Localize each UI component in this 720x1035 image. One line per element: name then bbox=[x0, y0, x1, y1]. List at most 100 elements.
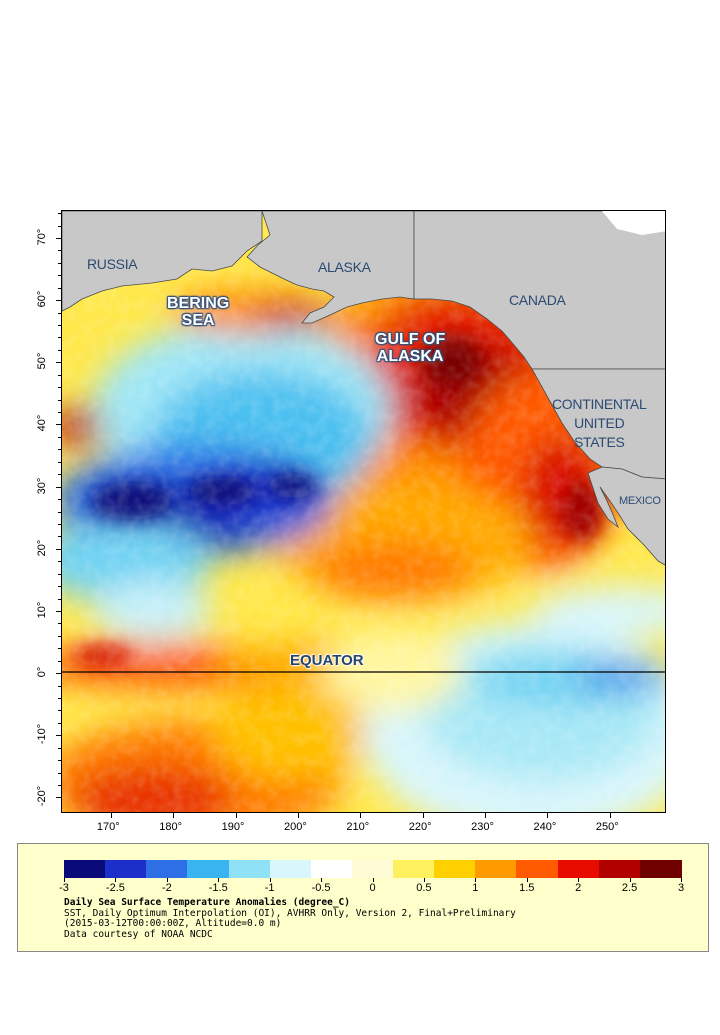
legend-date-line: (2015-03-12T00:00:00Z, Altitude=0.0 m) bbox=[64, 918, 282, 929]
x-axis-tick-label: 230° bbox=[471, 821, 494, 833]
colorbar-tick-label: 1.5 bbox=[519, 882, 535, 894]
colorbar-tick-label: 3 bbox=[677, 882, 685, 894]
y-axis-minor-tick bbox=[58, 250, 61, 252]
label-mexico: MEXICO bbox=[619, 495, 661, 507]
label-continental-us: CONTINENTAL UNITED STATES bbox=[552, 395, 647, 452]
y-axis-minor-tick bbox=[58, 635, 61, 637]
y-axis-minor-tick bbox=[58, 424, 61, 426]
y-axis-tick-label: 30° bbox=[36, 477, 48, 494]
y-axis-minor-tick bbox=[58, 610, 61, 612]
colorbar-tick bbox=[475, 878, 477, 882]
colorbar-cell bbox=[64, 860, 106, 878]
colorbar-cell bbox=[598, 860, 641, 878]
y-axis-minor-tick bbox=[58, 697, 61, 699]
y-axis-minor-tick bbox=[58, 474, 61, 476]
y-axis-minor-tick bbox=[58, 710, 61, 712]
y-axis-tick-label: 20° bbox=[36, 539, 48, 557]
colorbar-tick-label: -3 bbox=[59, 882, 69, 894]
y-axis-minor-tick bbox=[58, 399, 61, 401]
label-continental-line2: UNITED bbox=[574, 415, 625, 431]
y-axis-minor-tick bbox=[58, 772, 61, 774]
y-axis-tick-label: 60° bbox=[36, 290, 48, 308]
y-axis-tick-label: 0° bbox=[36, 666, 48, 678]
x-axis-tick-label: 190° bbox=[221, 821, 245, 833]
colorbar-tick bbox=[269, 878, 271, 882]
y-axis-minor-tick bbox=[58, 449, 61, 451]
y-axis-minor-tick bbox=[58, 648, 61, 650]
legend-title: Daily Sea Surface Temperature Anomalies … bbox=[64, 897, 350, 908]
x-axis-tick-label: 210° bbox=[346, 821, 370, 833]
y-axis-minor-tick bbox=[58, 598, 61, 600]
colorbar-tick-label: 2 bbox=[575, 882, 582, 894]
y-axis-minor-tick bbox=[58, 486, 61, 488]
sst-anomaly-field bbox=[62, 211, 665, 812]
label-continental-line3: STATES bbox=[573, 434, 625, 450]
label-equator: EQUATOR bbox=[290, 652, 364, 669]
colorbar bbox=[64, 860, 682, 878]
y-axis-minor-tick bbox=[58, 722, 61, 724]
x-axis-tick bbox=[485, 813, 487, 818]
y-axis-tick-label: -10° bbox=[36, 724, 48, 745]
colorbar-tick bbox=[629, 878, 631, 882]
x-axis-tick bbox=[547, 813, 549, 818]
legend-source-line: SST, Daily Optimum Interpolation (OI), A… bbox=[64, 907, 516, 919]
y-axis-minor-tick bbox=[58, 785, 61, 787]
y-axis-minor-tick bbox=[58, 536, 61, 538]
y-axis-tick-label: 70° bbox=[36, 228, 48, 246]
y-axis-minor-tick bbox=[58, 436, 61, 438]
x-axis-tick bbox=[235, 813, 237, 818]
colorbar-tick bbox=[321, 878, 323, 882]
colorbar-cell bbox=[351, 860, 394, 878]
colorbar-tick bbox=[115, 878, 117, 882]
label-gulf-of-alaska: GULF OF ALASKA bbox=[375, 331, 445, 366]
y-axis-minor-tick bbox=[58, 374, 61, 376]
colorbar-tick-label: 0.5 bbox=[416, 882, 432, 894]
x-axis-tick-label: 220° bbox=[408, 821, 432, 833]
x-axis-tick bbox=[298, 813, 299, 818]
y-axis-minor-tick bbox=[58, 275, 61, 277]
x-axis-tick bbox=[609, 813, 611, 818]
colorbar-tick-label: -0.5 bbox=[311, 882, 331, 894]
y-axis-minor-tick bbox=[58, 523, 61, 525]
label-russia: RUSSIA bbox=[87, 256, 138, 272]
label-bering-sea: BERING SEA bbox=[167, 295, 229, 330]
colorbar-tick bbox=[218, 878, 220, 882]
x-axis-tick bbox=[110, 813, 112, 818]
x-axis-tick-label: 180° bbox=[159, 821, 183, 833]
y-axis-minor-tick bbox=[58, 573, 61, 575]
colorbar-cell bbox=[228, 860, 271, 878]
y-axis-minor-tick bbox=[58, 300, 61, 302]
y-axis-minor-tick bbox=[58, 747, 61, 749]
label-alaska: ALASKA bbox=[318, 259, 371, 275]
label-bering-line2: SEA bbox=[181, 311, 215, 329]
y-axis-minor-tick bbox=[58, 213, 61, 215]
label-canada: CANADA bbox=[509, 292, 566, 308]
land-continental-us bbox=[531, 368, 665, 480]
x-axis-tick-label: 250° bbox=[595, 821, 619, 833]
colorbar-cell bbox=[516, 860, 559, 878]
y-axis-minor-tick bbox=[58, 337, 61, 339]
land-alaska bbox=[246, 211, 415, 324]
land-russia bbox=[62, 211, 263, 312]
colorbar-tick bbox=[681, 878, 682, 882]
y-axis-minor-tick bbox=[58, 412, 61, 414]
y-axis-minor-tick bbox=[58, 287, 61, 289]
y-axis-minor-tick bbox=[58, 349, 61, 351]
label-gulf-line2: ALASKA bbox=[376, 347, 444, 365]
colorbar-tick bbox=[372, 878, 374, 882]
x-axis-tick bbox=[173, 813, 175, 818]
colorbar-tick bbox=[423, 878, 425, 882]
y-axis-minor-tick bbox=[58, 362, 61, 364]
y-axis-tick-label: 40° bbox=[36, 415, 48, 432]
y-axis-minor-tick bbox=[58, 735, 61, 737]
x-axis-tick-label: 200° bbox=[284, 821, 307, 833]
colorbar-cell bbox=[146, 860, 188, 878]
y-axis-minor-tick bbox=[58, 623, 61, 625]
colorbar-tick-label: -2 bbox=[161, 882, 172, 894]
colorbar-tick bbox=[166, 878, 168, 882]
y-axis-tick-label: 50° bbox=[36, 352, 48, 370]
y-axis-minor-tick bbox=[58, 685, 61, 687]
colorbar-cell bbox=[269, 860, 312, 878]
colorbar-cell bbox=[393, 860, 435, 878]
y-axis-minor-tick bbox=[58, 325, 61, 326]
